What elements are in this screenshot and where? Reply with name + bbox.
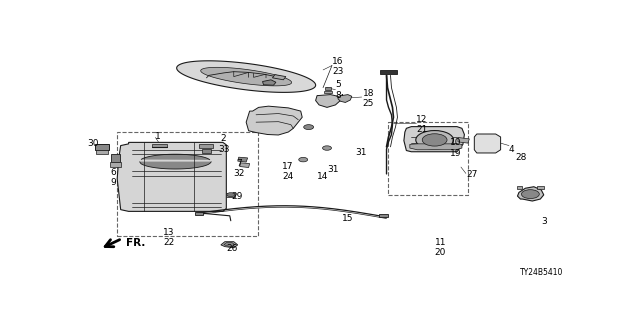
Text: 30: 30: [87, 139, 99, 148]
Polygon shape: [306, 126, 312, 128]
Circle shape: [522, 190, 540, 198]
Polygon shape: [240, 163, 250, 167]
Polygon shape: [246, 106, 302, 135]
Text: 16
23: 16 23: [332, 57, 344, 76]
Polygon shape: [111, 154, 120, 162]
Polygon shape: [518, 186, 522, 189]
Text: TY24B5410: TY24B5410: [520, 268, 564, 277]
Polygon shape: [221, 242, 237, 248]
Text: 2
33: 2 33: [218, 134, 229, 154]
Polygon shape: [273, 75, 286, 80]
Text: 29: 29: [231, 192, 243, 201]
Polygon shape: [380, 70, 397, 74]
Polygon shape: [262, 80, 276, 85]
Polygon shape: [199, 144, 213, 148]
Text: 18
25: 18 25: [363, 89, 374, 108]
Text: 26: 26: [227, 244, 237, 253]
Bar: [117, 132, 257, 236]
Bar: [388, 122, 468, 195]
Text: 5
8: 5 8: [335, 80, 341, 100]
Polygon shape: [410, 144, 462, 150]
Polygon shape: [237, 157, 248, 162]
Text: 3: 3: [541, 217, 547, 226]
Text: 31: 31: [327, 165, 339, 174]
Polygon shape: [379, 214, 388, 217]
Polygon shape: [458, 138, 469, 143]
Polygon shape: [96, 150, 108, 154]
Text: 15: 15: [342, 214, 353, 223]
Polygon shape: [404, 127, 465, 152]
Polygon shape: [538, 186, 544, 189]
Polygon shape: [202, 148, 211, 153]
Text: 27: 27: [466, 170, 477, 179]
Polygon shape: [474, 134, 500, 153]
Circle shape: [299, 157, 308, 162]
Polygon shape: [110, 162, 121, 166]
Polygon shape: [518, 187, 544, 201]
Polygon shape: [117, 142, 227, 212]
Circle shape: [304, 124, 314, 130]
Text: 7
32: 7 32: [234, 159, 245, 178]
Polygon shape: [95, 144, 109, 150]
Text: 28: 28: [515, 153, 527, 163]
Circle shape: [422, 134, 447, 146]
Polygon shape: [177, 61, 316, 92]
Text: FR.: FR.: [125, 238, 145, 248]
Polygon shape: [201, 67, 292, 86]
Polygon shape: [325, 87, 331, 90]
Polygon shape: [324, 91, 332, 93]
Text: 1: 1: [156, 132, 161, 141]
Text: 31: 31: [355, 148, 367, 157]
Text: 17
24: 17 24: [282, 162, 294, 181]
Circle shape: [227, 193, 235, 196]
Polygon shape: [316, 95, 340, 108]
Circle shape: [323, 146, 332, 150]
Text: 11
20: 11 20: [435, 238, 446, 257]
Text: 12
21: 12 21: [416, 115, 428, 134]
Polygon shape: [152, 144, 167, 147]
Polygon shape: [227, 193, 235, 196]
Polygon shape: [338, 95, 352, 102]
Text: 10
19: 10 19: [449, 138, 461, 158]
Circle shape: [416, 131, 454, 149]
Polygon shape: [195, 212, 203, 215]
Text: 14: 14: [317, 172, 328, 181]
Text: 13
22: 13 22: [163, 228, 175, 247]
Polygon shape: [224, 243, 235, 247]
Text: 4: 4: [509, 145, 515, 154]
Text: 6
9: 6 9: [111, 168, 116, 187]
